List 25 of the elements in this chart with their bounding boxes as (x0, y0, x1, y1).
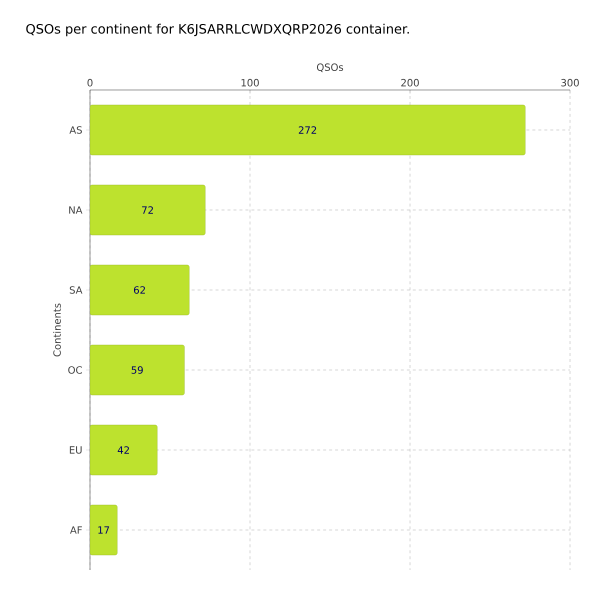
y-axis-title: Continents (53, 304, 61, 356)
x-tick-label: 300 (561, 78, 579, 86)
y-tick-label: SA (70, 286, 82, 294)
data-label: 272 (298, 126, 316, 134)
data-label: 72 (142, 206, 153, 214)
y-tick-label: AS (69, 126, 82, 134)
bar (90, 504, 118, 556)
data-label: 62 (134, 286, 145, 294)
x-tick-label: 100 (242, 78, 259, 86)
bar (90, 184, 206, 236)
y-tick-label: EU (70, 446, 82, 454)
x-axis-title: QSOs (316, 63, 344, 72)
x-tick-label: 0 (87, 78, 93, 86)
data-label: 17 (98, 526, 110, 534)
x-tick-label: 200 (401, 78, 419, 86)
bar (90, 424, 158, 476)
bar (90, 264, 190, 316)
bar (90, 104, 526, 156)
y-tick-label: AF (70, 526, 82, 534)
data-label: 42 (118, 446, 129, 454)
chart-title: QSOs per continent for K6JSARRLCWDXQRP2026 container. (26, 24, 409, 36)
data-label: 59 (132, 366, 143, 374)
bar (90, 344, 185, 396)
y-tick-label: OC (68, 366, 82, 374)
y-tick-label: NA (69, 206, 82, 214)
